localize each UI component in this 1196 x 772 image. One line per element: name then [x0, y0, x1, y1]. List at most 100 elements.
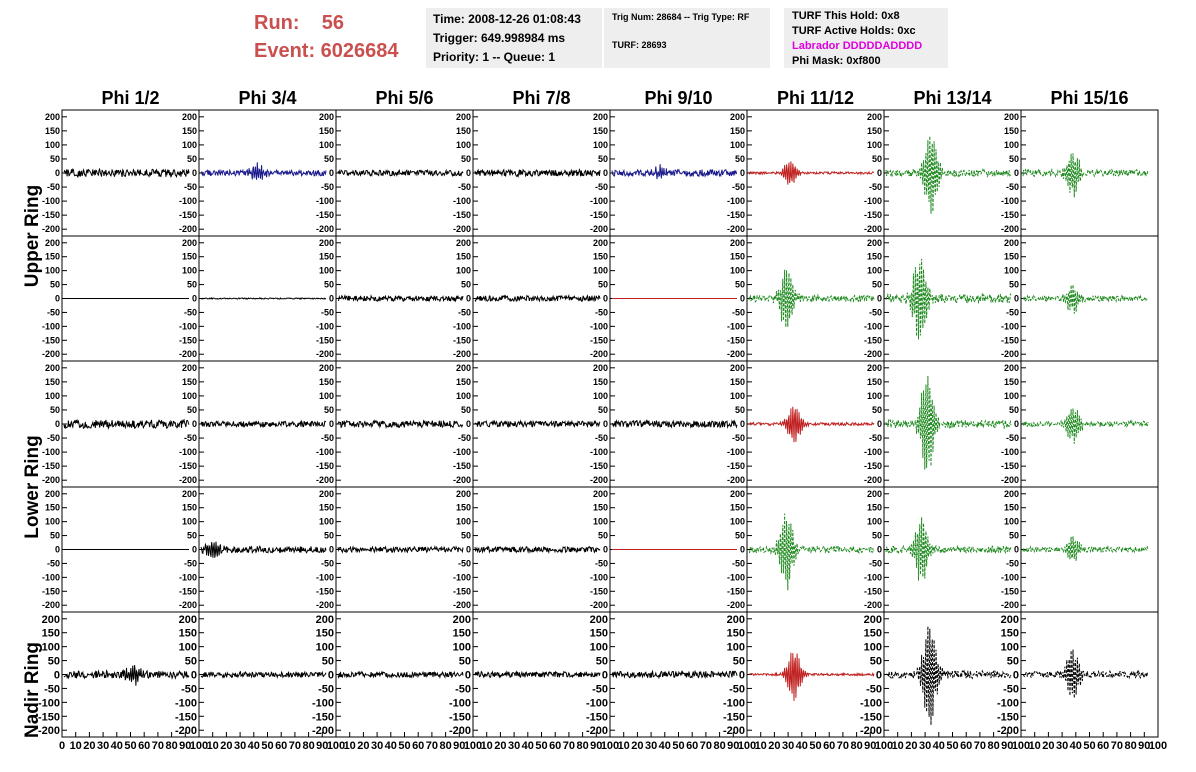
y-tick-label: -50 [595, 558, 608, 568]
x-tick-label: 50 [809, 740, 821, 752]
time-info-box: Time: 2008-12-26 01:08:43 Trigger: 649.9… [426, 8, 602, 68]
y-tick-label: 50 [1009, 280, 1019, 290]
y-tick-label: 150 [456, 126, 471, 136]
y-tick-label: -200 [727, 349, 745, 359]
y-tick-label: -150 [175, 711, 197, 723]
y-tick-label: -50 [47, 558, 60, 568]
y-tick-label: -50 [595, 182, 608, 192]
x-tick-label: 50 [1083, 740, 1095, 752]
y-tick-label: 50 [324, 280, 334, 290]
x-tick-label: 90 [727, 740, 739, 752]
waveform-trace [337, 168, 464, 178]
y-tick-label: 100 [182, 140, 197, 150]
labrador-status-text: Labrador DDDDDADDDD [792, 40, 923, 52]
y-tick-label: -100 [449, 697, 471, 709]
y-tick-label: 0 [192, 168, 197, 178]
y-tick-label: 0 [328, 670, 334, 682]
y-tick-label: 50 [187, 280, 197, 290]
waveform-trace [748, 269, 875, 328]
x-tick-label: 100 [1012, 740, 1030, 752]
y-tick-label: 200 [867, 363, 882, 373]
y-tick-label: -50 [595, 433, 608, 443]
row-label: Nadir Ring [22, 642, 43, 738]
waveform-trace [885, 375, 1012, 470]
y-tick-label: 0 [191, 670, 197, 682]
y-tick-label: 100 [1004, 517, 1019, 527]
y-tick-label: 0 [877, 545, 882, 555]
y-tick-label: 150 [316, 628, 334, 640]
x-tick-label: 50 [672, 740, 684, 752]
y-tick-label: 200 [593, 363, 608, 373]
y-tick-label: -150 [864, 461, 882, 471]
y-tick-label: -50 [458, 182, 471, 192]
priority-text: Priority: 1 -- Queue: 1 [433, 50, 556, 64]
x-tick-label: 10 [755, 740, 767, 752]
y-tick-label: -150 [179, 586, 197, 596]
y-tick-label: 50 [872, 280, 882, 290]
x-tick-label: 40 [796, 740, 808, 752]
y-tick-label: -150 [312, 711, 334, 723]
x-tick-label: 50 [124, 740, 136, 752]
y-tick-label: -200 [590, 475, 608, 485]
y-tick-label: -50 [732, 558, 745, 568]
y-tick-label: -100 [590, 572, 608, 582]
waveform-trace [885, 626, 1012, 726]
y-tick-label: 200 [864, 614, 882, 626]
y-tick-label: -200 [727, 475, 745, 485]
y-tick-label: -50 [184, 307, 197, 317]
x-tick-label: 70 [974, 740, 986, 752]
y-tick-label: -200 [723, 725, 745, 737]
y-tick-label: 0 [329, 168, 334, 178]
y-tick-label: 50 [598, 280, 608, 290]
y-tick-label: 50 [48, 656, 60, 668]
y-tick-label: 0 [1013, 670, 1019, 682]
y-tick-label: 100 [45, 140, 60, 150]
x-tick-label: 60 [686, 740, 698, 752]
y-tick-label: -150 [316, 335, 334, 345]
x-tick-label: 30 [371, 740, 383, 752]
y-tick-label: 150 [45, 377, 60, 387]
waveform-trace [748, 161, 875, 185]
y-tick-label: -200 [453, 224, 471, 234]
trigger-info-box: Trig Num: 28684 -- Trig Type: RF TURF: 2… [604, 8, 770, 68]
y-tick-label: 50 [872, 531, 882, 541]
y-tick-label: -100 [590, 321, 608, 331]
y-tick-label: 0 [739, 670, 745, 682]
waveform-trace [200, 296, 327, 301]
y-tick-label: -100 [1001, 321, 1019, 331]
x-tick-label: 40 [248, 740, 260, 752]
y-tick-label: 200 [182, 489, 197, 499]
y-tick-label: -200 [453, 475, 471, 485]
y-tick-label: -100 [179, 447, 197, 457]
waveform-trace [474, 168, 601, 178]
y-tick-label: 150 [319, 252, 334, 262]
x-tick-label: 80 [439, 740, 451, 752]
y-tick-label: 100 [593, 517, 608, 527]
x-tick-label: 20 [768, 740, 780, 752]
x-tick-label: 30 [645, 740, 657, 752]
y-tick-label: -100 [312, 697, 334, 709]
y-tick-label: 50 [598, 531, 608, 541]
y-tick-label: 100 [319, 266, 334, 276]
y-tick-label: 200 [179, 614, 197, 626]
y-tick-label: 0 [329, 294, 334, 304]
y-tick-label: 150 [867, 503, 882, 513]
y-tick-label: 150 [182, 503, 197, 513]
y-tick-label: -200 [864, 600, 882, 610]
y-tick-label: 200 [319, 112, 334, 122]
y-tick-label: -150 [1001, 335, 1019, 345]
y-tick-label: -50 [47, 307, 60, 317]
x-tick-label: 30 [97, 740, 109, 752]
y-tick-label: 0 [740, 168, 745, 178]
y-tick-label: -100 [1001, 572, 1019, 582]
x-tick-label: 80 [987, 740, 999, 752]
x-tick-label: 60 [823, 740, 835, 752]
x-tick-label: 20 [631, 740, 643, 752]
x-tick-label: 60 [412, 740, 424, 752]
waveform-trace [63, 418, 190, 430]
y-tick-label: -150 [864, 586, 882, 596]
y-tick-label: 200 [456, 112, 471, 122]
x-tick-label: 20 [83, 740, 95, 752]
y-tick-label: 50 [1009, 154, 1019, 164]
x-tick-label: 80 [850, 740, 862, 752]
